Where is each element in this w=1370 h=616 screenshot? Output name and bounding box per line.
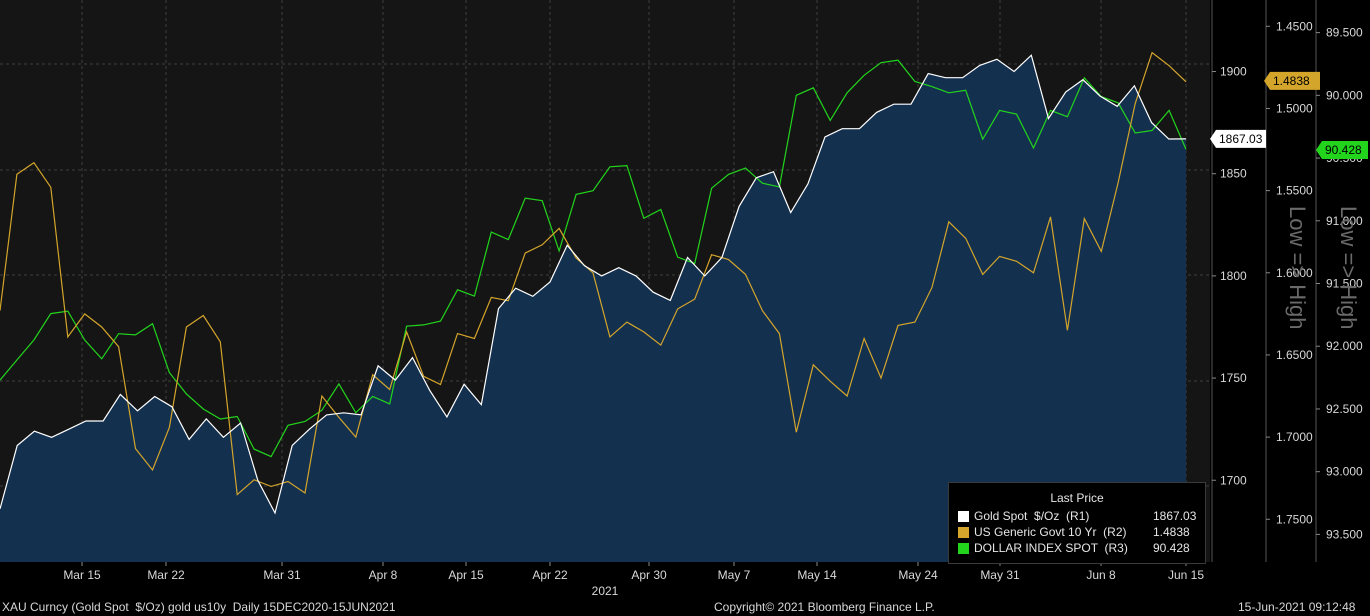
legend-name-yield: US Generic Govt 10 Yr (R2) — [974, 525, 1127, 539]
r1-tick-label: 1700 — [1220, 473, 1247, 487]
legend-value-gold: 1867.03 — [1153, 509, 1197, 523]
series-area-gold — [0, 55, 1186, 562]
footer-copyright: Copyright© 2021 Bloomberg Finance L.P. — [714, 600, 935, 614]
last-price-dxy: 90.428 — [1325, 143, 1362, 157]
r3-tick-label: 93.500 — [1326, 527, 1363, 541]
legend-title: Last Price — [1050, 491, 1104, 505]
x-tick-label: Jun 8 — [1086, 568, 1116, 582]
last-price-dxy-bg — [1316, 141, 1368, 160]
r2-tick-label: 1.5000 — [1276, 101, 1313, 115]
last-price-gold-bg — [1210, 129, 1266, 148]
footer-ticker: XAU Curncy (Gold Spot $/Oz) gold us10y D… — [2, 600, 396, 614]
x-tick-label: Apr 15 — [448, 568, 484, 582]
x-tick-label: May 24 — [898, 568, 938, 582]
x-tick-label: Jun 15 — [1168, 568, 1204, 582]
last-price-yield: 1.4838 — [1273, 74, 1310, 88]
r3-tick-label: 93.000 — [1326, 465, 1363, 479]
x-tick-label: May 31 — [980, 568, 1020, 582]
r1-tick-label: 1850 — [1220, 167, 1247, 181]
series-line-r1 — [0, 54, 1187, 515]
x-tick-label: Apr 8 — [369, 568, 398, 582]
legend-name-gold: Gold Spot $/Oz (R1) — [974, 509, 1090, 523]
r3-tick-label: 91.500 — [1326, 277, 1363, 291]
r3-tick-label: 90.000 — [1326, 88, 1363, 102]
x-tick-label: May 7 — [718, 568, 751, 582]
r2-axis-title: Low => High — [1285, 206, 1310, 330]
legend: Last Price Gold Spot $/Oz (R1) 1867.03 U… — [948, 482, 1206, 564]
r2-tick-label: 1.7000 — [1276, 430, 1313, 444]
r1-tick-label: 1900 — [1220, 65, 1247, 79]
r3-tick-label: 92.000 — [1326, 339, 1363, 353]
r3-tick-label: 92.500 — [1326, 402, 1363, 416]
r2-tick-label: 1.7500 — [1276, 512, 1313, 526]
legend-swatch-dxy — [958, 542, 969, 554]
x-tick-label: Mar 22 — [147, 568, 185, 582]
x-year-label: 2021 — [592, 584, 619, 598]
series-line-r2 — [0, 51, 1187, 496]
x-tick-label: Apr 30 — [631, 568, 667, 582]
r2-tick-label: 1.4500 — [1276, 19, 1313, 33]
x-tick-label: May 14 — [797, 568, 837, 582]
legend-value-dxy: 90.428 — [1153, 541, 1190, 555]
footer-timestamp: 15-Jun-2021 09:12:48 — [1238, 600, 1356, 614]
x-tick-label: Apr 22 — [532, 568, 568, 582]
legend-value-yield: 1.4838 — [1153, 525, 1190, 539]
legend-row-gold: Gold Spot $/Oz (R1) 1867.03 — [949, 508, 1205, 524]
legend-swatch-gold — [958, 510, 969, 522]
x-tick-label: Mar 31 — [263, 568, 301, 582]
r1-tick-label: 1800 — [1220, 269, 1247, 283]
last-price-gold: 1867.03 — [1219, 132, 1263, 146]
legend-swatch-yield — [958, 526, 969, 538]
chart-svg: 1700 1750 1800 1850 1900 1.4500 1.5000 1.5500 1.… — [0, 0, 1368, 598]
r2-tick-label: 1.6500 — [1276, 348, 1313, 362]
last-price-yield-bg — [1264, 71, 1320, 90]
legend-row-dxy: DOLLAR INDEX SPOT (R3) 90.428 — [949, 540, 1205, 556]
r2-tick-label: 1.6000 — [1276, 266, 1313, 280]
x-tick-label: Mar 15 — [63, 568, 101, 582]
legend-name-dxy: DOLLAR INDEX SPOT (R3) — [974, 541, 1128, 555]
r3-tick-label: 89.500 — [1326, 26, 1363, 40]
r3-tick-label: 91.000 — [1326, 214, 1363, 228]
series-line-r3 — [0, 59, 1187, 458]
legend-row-yield: US Generic Govt 10 Yr (R2) 1.4838 — [949, 524, 1205, 540]
footer: XAU Curncy (Gold Spot $/Oz) gold us10y D… — [0, 598, 1370, 616]
r2-tick-label: 1.5500 — [1276, 184, 1313, 198]
r1-tick-label: 1750 — [1220, 371, 1247, 385]
r3-axis-title: Low => High — [1336, 206, 1361, 330]
